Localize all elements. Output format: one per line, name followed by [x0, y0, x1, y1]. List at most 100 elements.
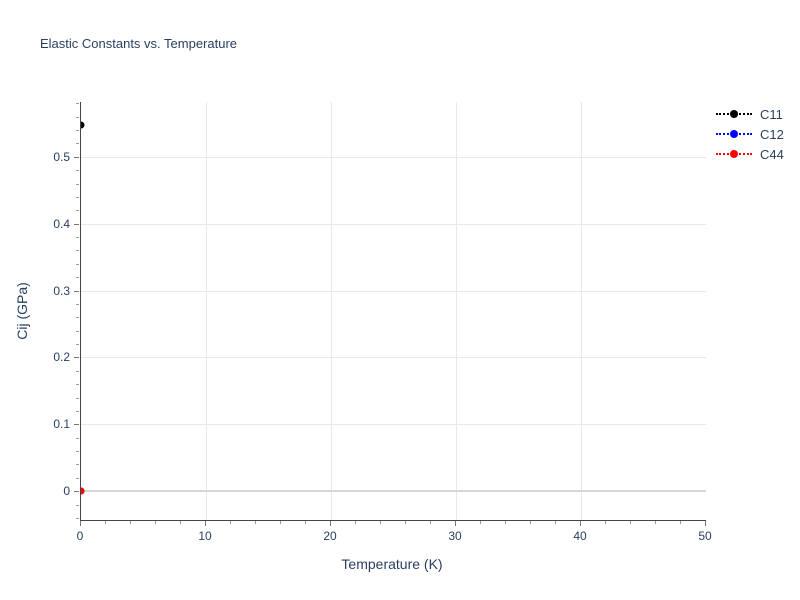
y-major-tick — [74, 491, 79, 493]
y-minor-tick — [76, 277, 79, 279]
x-minor-tick — [605, 521, 606, 524]
x-gridline — [206, 102, 207, 520]
legend-label: C44 — [760, 146, 784, 162]
x-tick-label: 30 — [448, 529, 462, 543]
y-minor-tick — [76, 517, 79, 519]
legend: C11 C12 C44 — [716, 104, 784, 164]
x-minor-tick — [105, 521, 106, 524]
x-minor-tick — [630, 521, 631, 524]
x-major-tick — [330, 521, 331, 526]
y-gridline — [81, 290, 706, 292]
x-minor-tick — [655, 521, 656, 524]
x-tick-label: 10 — [198, 529, 212, 543]
y-minor-tick — [76, 237, 79, 239]
x-major-tick — [455, 521, 456, 526]
x-minor-tick — [530, 521, 531, 524]
y-minor-tick — [76, 196, 79, 198]
legend-marker-dot — [730, 130, 738, 138]
x-tick-label: 20 — [323, 529, 337, 543]
y-minor-tick — [76, 410, 79, 412]
x-minor-tick — [255, 521, 256, 524]
legend-label: C12 — [760, 126, 784, 142]
y-tick-label: 0.2 — [53, 350, 70, 365]
y-minor-tick — [76, 263, 79, 265]
y-gridline — [81, 156, 706, 158]
y-minor-tick — [76, 170, 79, 172]
y-major-tick — [74, 156, 79, 158]
legend-sample — [716, 130, 752, 138]
x-major-tick — [205, 521, 206, 526]
y-major-tick — [74, 290, 79, 292]
y-minor-tick — [76, 210, 79, 212]
y-minor-tick — [76, 384, 79, 386]
y-minor-tick — [76, 130, 79, 132]
y-minor-tick — [76, 504, 79, 506]
legend-item-c12[interactable]: C12 — [716, 124, 784, 144]
x-gridline — [456, 102, 457, 520]
y-axis-title: Cij (GPa) — [14, 282, 30, 340]
y-minor-tick — [76, 103, 79, 105]
y-gridline — [81, 357, 706, 359]
legend-sample — [716, 150, 752, 158]
y-tick-label: 0.4 — [53, 216, 70, 231]
x-minor-tick — [180, 521, 181, 524]
x-minor-tick — [355, 521, 356, 524]
y-minor-tick — [76, 477, 79, 479]
y-minor-tick — [76, 303, 79, 305]
y-major-tick — [74, 357, 79, 359]
x-minor-tick — [380, 521, 381, 524]
legend-sample — [716, 110, 752, 118]
y-minor-tick — [76, 437, 79, 439]
x-gridline — [331, 102, 332, 520]
y-minor-tick — [76, 451, 79, 453]
legend-marker-dot — [730, 150, 738, 158]
y-major-tick — [74, 424, 79, 426]
zero-line — [81, 490, 706, 493]
y-minor-tick — [76, 183, 79, 185]
chart-title: Elastic Constants vs. Temperature — [40, 36, 238, 51]
y-minor-tick — [76, 317, 79, 319]
legend-item-c11[interactable]: C11 — [716, 104, 784, 124]
x-minor-tick — [480, 521, 481, 524]
y-tick-label: 0.5 — [53, 149, 70, 164]
x-minor-tick — [130, 521, 131, 524]
x-minor-tick — [155, 521, 156, 524]
x-axis-title: Temperature (K) — [341, 556, 443, 572]
y-minor-tick — [76, 397, 79, 399]
x-tick-label: 50 — [698, 529, 712, 543]
x-minor-tick — [280, 521, 281, 524]
x-minor-tick — [305, 521, 306, 524]
x-minor-tick — [555, 521, 556, 524]
y-minor-tick — [76, 370, 79, 372]
x-tick-label: 40 — [573, 529, 587, 543]
y-minor-tick — [76, 250, 79, 252]
y-minor-tick — [76, 143, 79, 145]
legend-item-c44[interactable]: C44 — [716, 144, 784, 164]
y-minor-tick — [76, 116, 79, 118]
y-minor-tick — [76, 464, 79, 466]
x-major-tick — [80, 521, 81, 526]
y-major-tick — [74, 223, 79, 225]
data-point-c11 — [81, 121, 85, 129]
x-minor-tick — [405, 521, 406, 524]
legend-label: C11 — [760, 106, 783, 122]
x-minor-tick — [230, 521, 231, 524]
plot-area[interactable] — [80, 102, 706, 521]
x-minor-tick — [430, 521, 431, 524]
x-major-tick — [580, 521, 581, 526]
x-tick-label: 0 — [76, 529, 84, 543]
x-gridline — [581, 102, 582, 520]
y-tick-label: 0.1 — [53, 417, 70, 432]
y-tick-label: 0.3 — [53, 283, 70, 298]
y-tick-label: 0 — [63, 484, 70, 499]
x-minor-tick — [505, 521, 506, 524]
x-minor-tick — [680, 521, 681, 524]
data-point-c44 — [81, 487, 85, 495]
y-gridline — [81, 424, 706, 426]
legend-marker-dot — [730, 110, 738, 118]
x-major-tick — [705, 521, 706, 526]
y-minor-tick — [76, 344, 79, 346]
y-gridline — [81, 223, 706, 225]
y-minor-tick — [76, 330, 79, 332]
